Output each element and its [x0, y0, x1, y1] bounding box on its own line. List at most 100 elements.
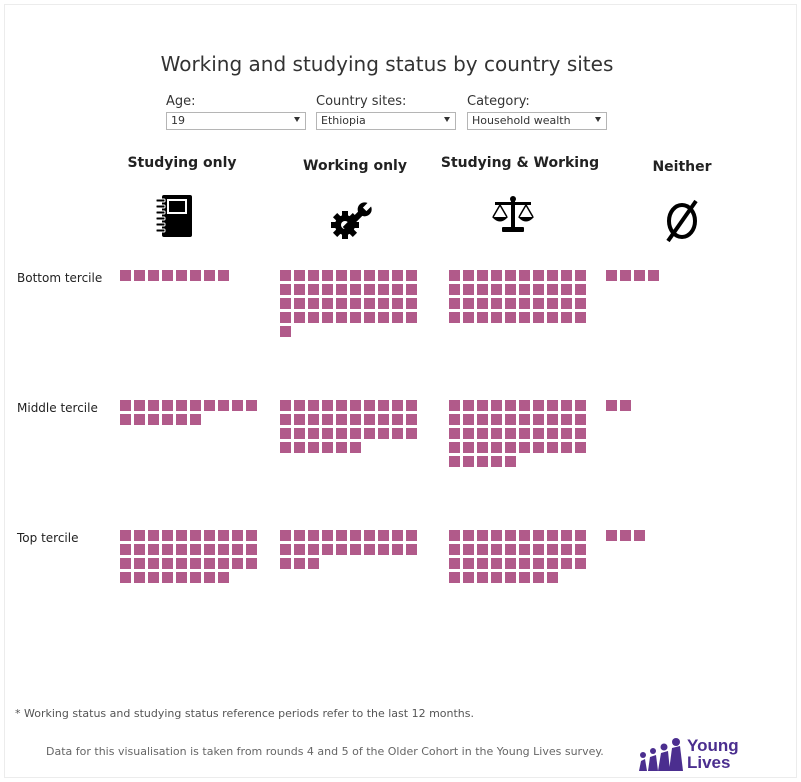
- waffle-square: [246, 400, 257, 411]
- waffle-square: [491, 442, 502, 453]
- waffle-square: [322, 414, 333, 425]
- waffle-square: [449, 456, 460, 467]
- age-filter-label: Age:: [166, 94, 196, 109]
- scales-icon: [492, 196, 534, 232]
- waffle-square: [350, 530, 361, 541]
- age-select[interactable]: 19: [166, 112, 306, 130]
- waffle-square: [477, 572, 488, 583]
- logo-line-1: Young: [687, 736, 739, 755]
- waffle-square: [519, 312, 530, 323]
- waffle-square: [308, 442, 319, 453]
- waffle-square: [477, 544, 488, 555]
- waffle-square: [350, 414, 361, 425]
- waffle-square: [392, 298, 403, 309]
- waffle-square: [547, 442, 558, 453]
- waffle-square: [519, 530, 530, 541]
- waffle-square: [350, 284, 361, 295]
- waffle-square: [336, 442, 347, 453]
- waffle-square: [294, 414, 305, 425]
- waffle-square: [336, 270, 347, 281]
- waffle-square: [547, 284, 558, 295]
- waffle-square: [176, 572, 187, 583]
- waffle-square: [162, 400, 173, 411]
- waffle-square: [294, 284, 305, 295]
- waffle-square: [406, 270, 417, 281]
- waffle-square: [406, 312, 417, 323]
- waffle-square: [491, 312, 502, 323]
- waffle-square: [322, 544, 333, 555]
- waffle-square: [477, 284, 488, 295]
- waffle-square: [148, 414, 159, 425]
- waffle-square: [308, 400, 319, 411]
- waffle-square: [308, 530, 319, 541]
- waffle-square: [533, 312, 544, 323]
- waffle-square: [620, 400, 631, 411]
- logo-text: Young Lives: [687, 737, 739, 771]
- waffle-square: [322, 298, 333, 309]
- waffle-square: [547, 400, 558, 411]
- waffle-square: [336, 530, 347, 541]
- waffle-square: [505, 284, 516, 295]
- waffle-square: [162, 572, 173, 583]
- waffle-square: [449, 442, 460, 453]
- waffle-square: [533, 558, 544, 569]
- country-filter: Country sites: Ethiopia: [316, 94, 456, 130]
- waffle-square: [218, 558, 229, 569]
- country-select[interactable]: Ethiopia: [316, 112, 456, 130]
- waffle-square: [449, 312, 460, 323]
- waffle-square: [336, 544, 347, 555]
- age-select-value: 19: [171, 114, 185, 127]
- waffle-square: [364, 428, 375, 439]
- waffle-square: [378, 544, 389, 555]
- waffle-square: [336, 400, 347, 411]
- waffle-square: [364, 270, 375, 281]
- waffle-square: [218, 572, 229, 583]
- waffle-square: [322, 270, 333, 281]
- waffle-square: [491, 284, 502, 295]
- waffle-square: [606, 400, 617, 411]
- waffle-square: [322, 442, 333, 453]
- waffle-square: [350, 544, 361, 555]
- category-select[interactable]: Household wealth: [467, 112, 607, 130]
- waffle-square: [561, 428, 572, 439]
- gear-wrench-icon: [331, 201, 373, 239]
- waffle-square: [519, 400, 530, 411]
- waffle-square: [406, 400, 417, 411]
- category-filter: Category: Household wealth: [467, 94, 607, 130]
- waffle-square: [378, 284, 389, 295]
- category-select-value: Household wealth: [472, 114, 571, 127]
- waffle-square: [308, 558, 319, 569]
- waffle-square: [533, 572, 544, 583]
- source-note: Data for this visualisation is taken fro…: [46, 745, 604, 758]
- chevron-down-icon: [444, 117, 450, 122]
- chevron-down-icon: [294, 117, 300, 122]
- waffle-square: [204, 530, 215, 541]
- waffle-square: [449, 414, 460, 425]
- waffle-square: [547, 558, 558, 569]
- waffle-square: [519, 544, 530, 555]
- waffle-square: [575, 284, 586, 295]
- waffle-square: [308, 298, 319, 309]
- waffle-square: [232, 558, 243, 569]
- waffle-square: [463, 312, 474, 323]
- waffle-square: [406, 544, 417, 555]
- waffle-square: [246, 544, 257, 555]
- waffle-square: [449, 572, 460, 583]
- waffle-square: [162, 530, 173, 541]
- waffle-square: [463, 298, 474, 309]
- waffle-square: [533, 400, 544, 411]
- waffle-square: [561, 414, 572, 425]
- waffle-square: [491, 572, 502, 583]
- waffle-square: [134, 530, 145, 541]
- waffle-square: [547, 298, 558, 309]
- waffle-square: [176, 400, 187, 411]
- waffle-square: [620, 270, 631, 281]
- waffle-square: [120, 400, 131, 411]
- waffle-square: [477, 530, 488, 541]
- waffle-square: [505, 270, 516, 281]
- waffle-square: [294, 312, 305, 323]
- waffle-square: [561, 284, 572, 295]
- waffle-square: [190, 572, 201, 583]
- waffle-square: [336, 428, 347, 439]
- waffle-square: [505, 428, 516, 439]
